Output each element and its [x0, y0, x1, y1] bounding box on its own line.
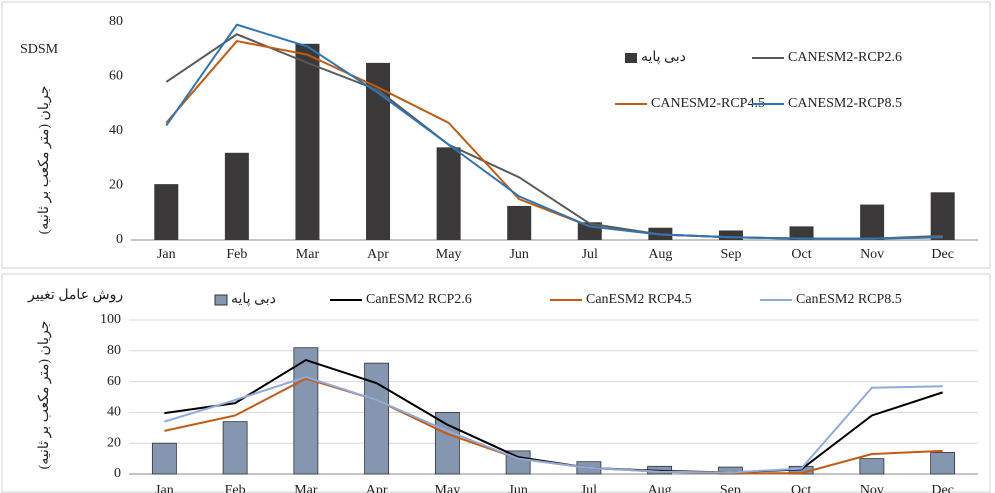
y-tick-label: 20 — [107, 435, 121, 450]
series-line — [165, 39, 943, 240]
y-tick-label: 80 — [109, 14, 123, 29]
x-tick-label: Feb — [226, 247, 247, 262]
series-line — [164, 358, 943, 474]
x-tick-label: Jan — [155, 483, 174, 493]
bar — [154, 184, 179, 240]
series-line — [164, 377, 943, 475]
y-tick-label: 40 — [107, 405, 121, 420]
x-tick-label: Dec — [931, 247, 954, 262]
bar — [151, 442, 177, 475]
panel-border — [1, 1, 991, 269]
y-axis-label: جریان (متر مکعب بر ثانیه) — [37, 86, 52, 235]
x-tick-label: Apr — [366, 483, 388, 493]
y-tick-label: 100 — [100, 312, 121, 327]
x-tick-label: Oct — [791, 247, 811, 262]
y-axis-label: جریان (متر مکعب بر ثانیه) — [37, 321, 52, 470]
bar — [364, 362, 390, 475]
x-tick-label: May — [435, 483, 461, 493]
legend-label: CanESM2 RCP4.5 — [586, 292, 692, 307]
y-tick-label: 40 — [109, 123, 123, 138]
x-tick-label: Sep — [720, 483, 741, 493]
bar — [366, 62, 391, 240]
x-tick-label: Jul — [581, 483, 597, 493]
chart-title: SDSM — [20, 42, 59, 57]
x-tick-label: Jul — [582, 247, 598, 262]
bar — [718, 230, 743, 240]
x-tick-label: Nov — [860, 247, 884, 262]
x-tick-label: Mar — [296, 247, 320, 262]
x-tick-label: May — [436, 247, 462, 262]
x-tick-label: Oct — [791, 483, 811, 493]
bar — [434, 411, 460, 475]
x-tick-label: Apr — [367, 247, 389, 262]
panel-border — [1, 273, 991, 493]
bar — [295, 43, 320, 240]
bar — [224, 152, 249, 240]
bar — [930, 452, 956, 475]
bar — [507, 205, 532, 240]
x-tick-label: Aug — [648, 483, 672, 493]
legend-label: دبی پایه — [641, 50, 686, 65]
x-tick-label: Jun — [508, 483, 527, 493]
legend-label: CANESM2-RCP2.6 — [788, 50, 902, 65]
bar — [789, 226, 814, 240]
legend-label: CANESM2-RCP4.5 — [651, 96, 765, 111]
x-tick-label: Sep — [720, 247, 741, 262]
legend-swatch — [625, 53, 637, 63]
x-tick-label: Aug — [648, 247, 672, 262]
chart-title: روش عامل تغییر — [27, 288, 123, 303]
y-tick-label: 60 — [109, 69, 123, 84]
x-tick-label: Dec — [931, 483, 954, 493]
bar — [860, 204, 885, 240]
x-tick-label: Mar — [294, 483, 318, 493]
legend-label: CanESM2 RCP2.6 — [366, 292, 472, 307]
y-tick-label: 0 — [114, 466, 121, 481]
y-tick-label: 60 — [107, 374, 121, 389]
y-tick-label: 0 — [116, 232, 123, 247]
bar — [930, 192, 955, 240]
series-line — [165, 23, 943, 240]
y-tick-label: 20 — [109, 178, 123, 193]
legend-label: دبی پایه — [231, 292, 276, 307]
bar — [436, 147, 461, 240]
legend-label: CanESM2 RCP8.5 — [796, 292, 902, 307]
x-tick-label: Jun — [509, 247, 528, 262]
series-line — [164, 375, 943, 474]
x-tick-label: Jan — [157, 247, 176, 262]
legend-label: CANESM2-RCP8.5 — [788, 96, 902, 111]
bar — [222, 421, 248, 475]
bar — [293, 347, 319, 475]
legend-swatch — [214, 294, 228, 306]
x-tick-label: Feb — [225, 483, 246, 493]
y-tick-label: 80 — [107, 343, 121, 358]
x-tick-label: Nov — [860, 483, 884, 493]
bar — [859, 458, 885, 475]
